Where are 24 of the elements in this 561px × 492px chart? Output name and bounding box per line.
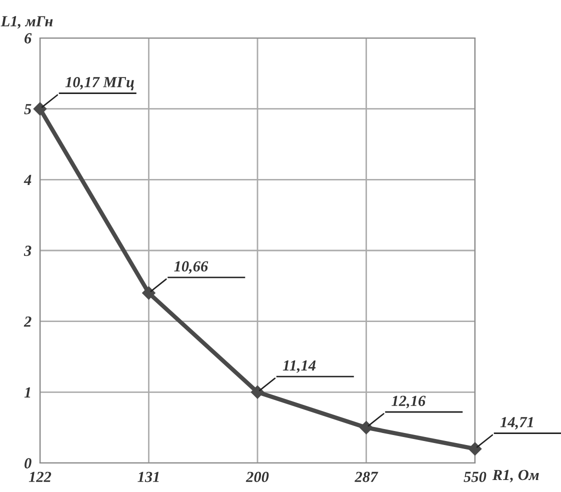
point <box>250 386 264 399</box>
y-axis-title: L1, мГн <box>0 16 53 29</box>
annotation: 12,16 <box>392 396 426 408</box>
annotation: 11,14 <box>282 360 316 373</box>
x-axis-title: R1, Ом <box>492 470 539 482</box>
point <box>360 420 373 434</box>
x-tick-label: 550 <box>464 472 486 482</box>
point <box>142 286 156 300</box>
y-tick-label: 3 <box>24 246 32 256</box>
y-tick-label: 6 <box>24 33 32 44</box>
y-tick-label: 4 <box>24 174 32 185</box>
point <box>468 442 482 456</box>
x-tick-label: 131 <box>138 472 159 482</box>
y-tick-label: 0 <box>24 458 32 468</box>
point <box>33 102 47 116</box>
x-tick-label: 122 <box>28 472 52 482</box>
y-tick-label: 2 <box>24 316 32 327</box>
x-tick-label: 200 <box>246 472 269 482</box>
y-tick-label: 1 <box>24 387 30 398</box>
annotation: 10,66 <box>174 261 208 274</box>
annotation: 14,71 <box>500 417 533 430</box>
x-tick-label: 287 <box>354 472 378 482</box>
annotation: 10,17 МГц <box>65 77 134 90</box>
y-tick-label: 5 <box>24 104 32 114</box>
